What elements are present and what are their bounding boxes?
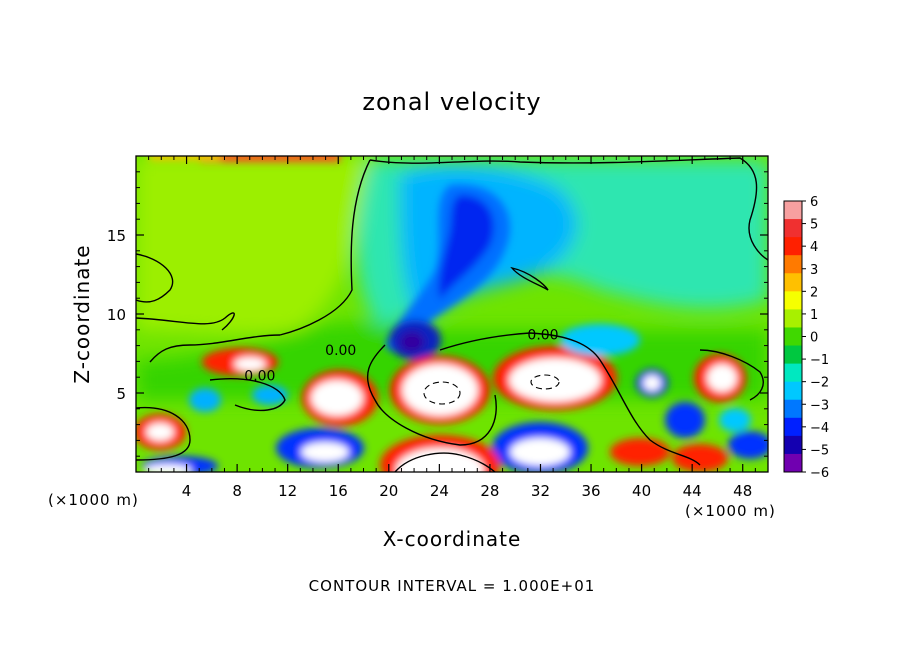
colorbar-tick-label: −5: [810, 443, 829, 458]
x-tick-label: 24: [430, 482, 449, 500]
contour-labels: 0.00 0.00 0.00: [244, 327, 558, 384]
y-tick-label: 15: [107, 227, 126, 245]
x-tick-label: 12: [278, 482, 297, 500]
colorbar-tick-label: −2: [810, 376, 829, 391]
colorbar-segment: [784, 417, 802, 437]
x-axis: 4 8 12 16 20 24 28 32 36 40 44 48: [148, 156, 756, 500]
x-tick-label: 40: [632, 482, 651, 500]
colorbar-tick-label: 6: [810, 195, 818, 210]
colorbar-tick-label: −4: [810, 421, 829, 436]
colorbar-tick-label: 5: [810, 218, 818, 233]
y-axis: 5 10 15: [107, 171, 768, 457]
x-tick-label: 32: [531, 482, 550, 500]
contour-interval-note: CONTOUR INTERVAL = 1.000E+01: [308, 577, 596, 595]
y-tick-label: 5: [116, 385, 126, 403]
colorbar-segment: [784, 363, 802, 383]
colorbar-tick-label: 1: [810, 308, 818, 323]
chart-title: zonal velocity: [362, 88, 542, 116]
contour-label: 0.00: [527, 327, 558, 343]
x-tick-label: 28: [480, 482, 499, 500]
x-axis-label: X-coordinate: [382, 527, 522, 551]
colorbar: 6 5 4 3 2 1 0 −1 −2 −3 −4 −5 −6: [783, 195, 829, 481]
colorbar-segment: [784, 345, 802, 365]
x-tick-label: 4: [182, 482, 192, 500]
x-tick-label: 48: [733, 482, 752, 500]
contour-lines: [136, 157, 768, 472]
y-tick-label: 10: [107, 306, 126, 324]
colorbar-tick-label: −3: [810, 398, 829, 413]
colorbar-tick-label: 4: [810, 240, 818, 255]
colorbar-segment: [784, 399, 802, 419]
x-tick-label: 8: [232, 482, 242, 500]
colorbar-tick-label: 0: [810, 331, 818, 346]
colorbar-tick-label: 2: [810, 285, 818, 300]
colorbar-segment: [784, 291, 802, 310]
colorbar-segment: [784, 273, 802, 292]
colorbar-segment: [784, 237, 802, 256]
colorbar-segment: [784, 309, 802, 328]
x-tick-label: 20: [379, 482, 398, 500]
colorbar-tick-label: −1: [810, 353, 829, 368]
colorbar-segment: [784, 453, 802, 473]
field-layer-detail: [136, 156, 768, 472]
colorbar-tick-label: −6: [810, 466, 829, 481]
colorbar-segment: [784, 201, 802, 220]
contour-label: 0.00: [244, 368, 275, 384]
colorbar-segment: [784, 381, 802, 401]
x-tick-label: 36: [581, 482, 600, 500]
colorbar-segment: [784, 255, 802, 274]
contour-lines-negative: [423, 374, 560, 405]
x-unit-label-right: (×1000 m): [685, 502, 776, 520]
plot-area: 0.00 0.00 0.00: [136, 156, 768, 472]
contour-label: 0.00: [325, 343, 356, 359]
x-tick-label: 16: [329, 482, 348, 500]
colorbar-segment: [784, 327, 802, 347]
x-unit-label-left: (×1000 m): [48, 491, 139, 509]
x-tick-label: 44: [683, 482, 702, 500]
colorbar-segment: [784, 219, 802, 238]
colorbar-tick-label: 3: [810, 263, 818, 278]
colorbar-segment: [784, 435, 802, 455]
